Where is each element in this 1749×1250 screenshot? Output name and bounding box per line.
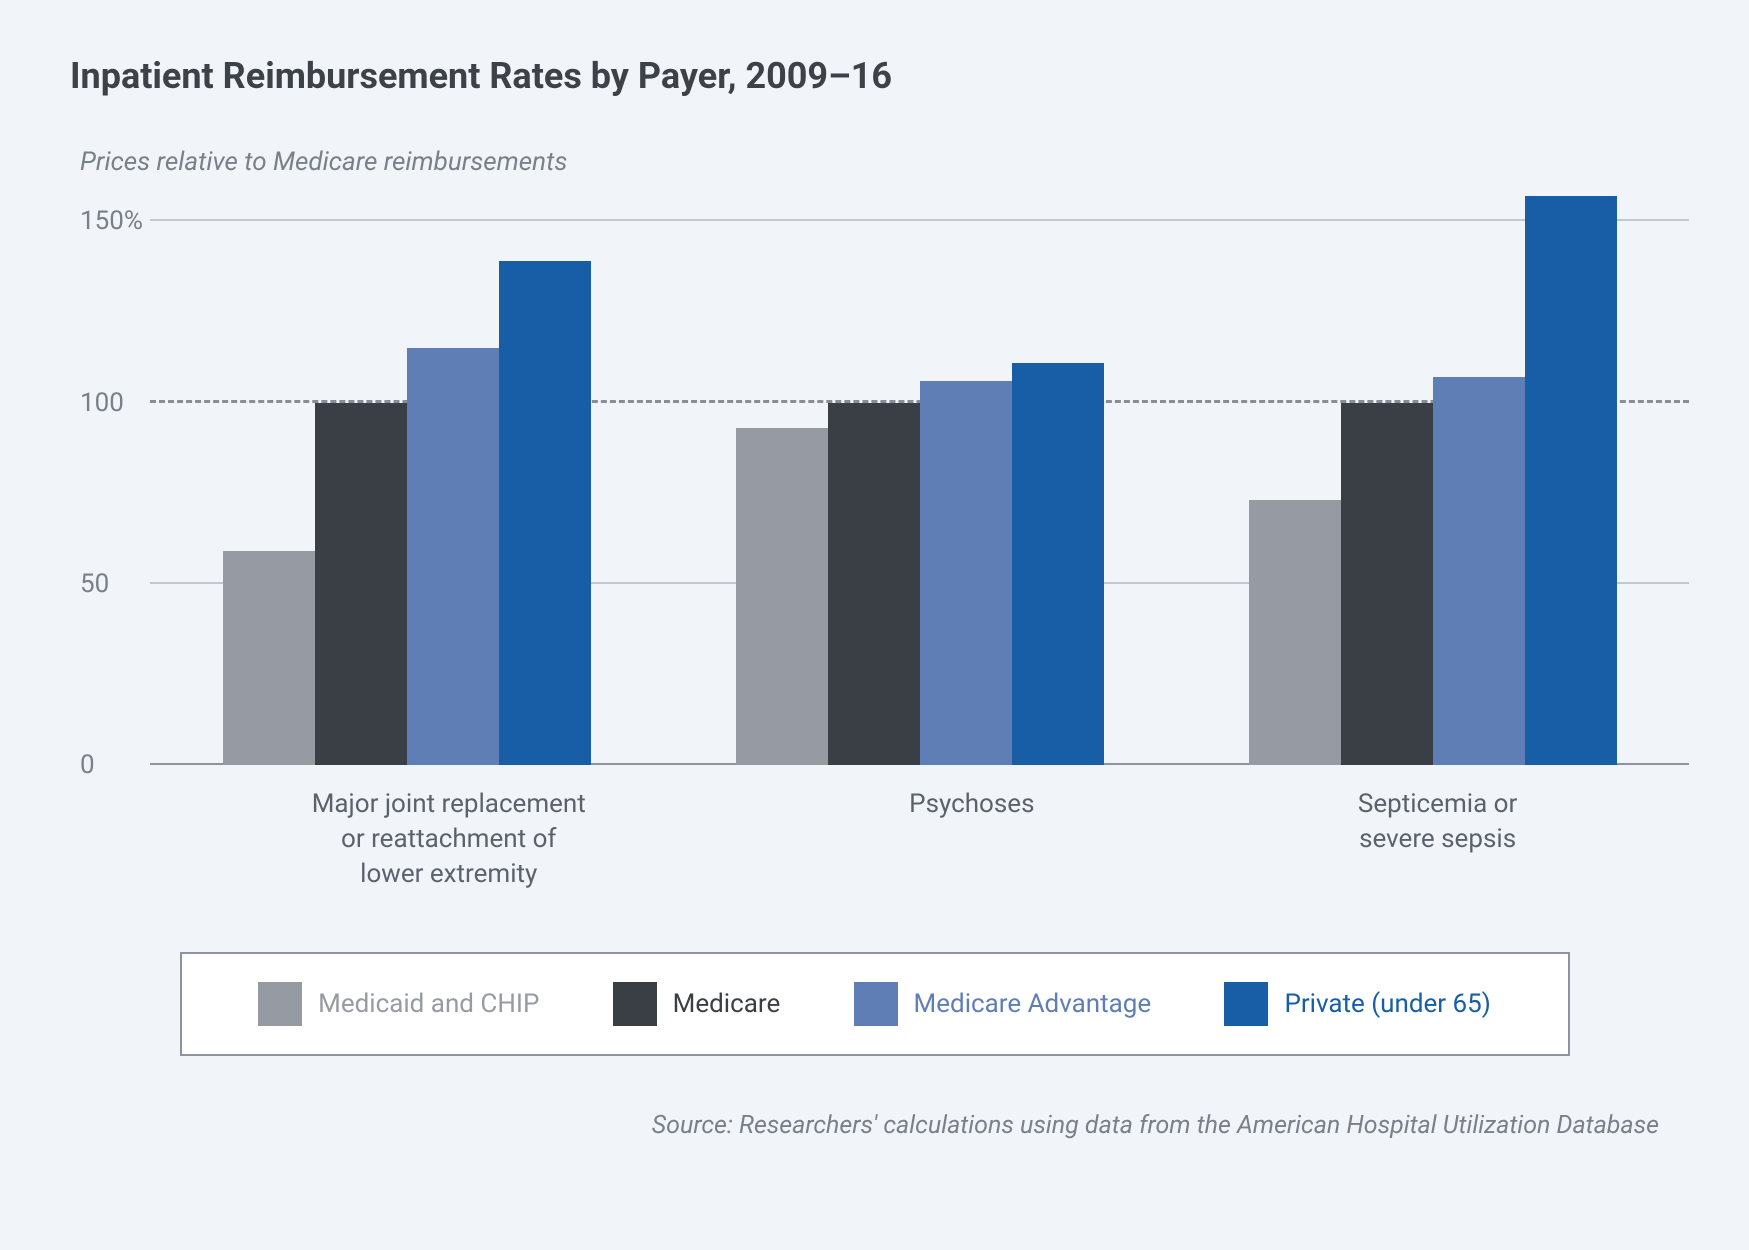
bar-medicare [1341,403,1433,766]
y-tick-label: 100 [80,388,140,418]
bar-group [736,363,1104,765]
bar-group [1249,196,1617,765]
y-tick-label: 0 [80,750,140,780]
bar-private [499,261,591,765]
bar-medicaid [736,428,828,765]
legend-item-medicaid: Medicaid and CHIP [258,982,539,1026]
legend-item-advantage: Medicare Advantage [854,982,1152,1026]
source-note: Source: Researchers' calculations using … [70,1111,1679,1140]
bar-advantage [407,348,499,765]
legend-label: Medicaid and CHIP [318,989,539,1019]
y-tick-label: 150% [80,206,140,236]
legend-swatch [854,982,898,1026]
legend-item-private: Private (under 65) [1224,982,1490,1026]
legend-swatch [1224,982,1268,1026]
legend-label: Medicare Advantage [914,989,1152,1019]
bar-medicaid [223,551,315,765]
x-axis-label: Psychoses [909,787,1034,892]
y-tick-label: 50 [80,569,140,599]
x-axis-label: Major joint replacementor reattachment o… [312,787,586,892]
bar-medicare [315,403,407,766]
bar-medicare [828,403,920,766]
bar-private [1012,363,1104,765]
bar-advantage [920,381,1012,765]
chart-subtitle: Prices relative to Medicare reimbursemen… [80,147,1679,177]
bar-private [1525,196,1617,765]
legend-item-medicare: Medicare [613,982,781,1026]
bar-group [223,261,591,765]
legend: Medicaid and CHIP Medicare Medicare Advant… [180,952,1570,1056]
x-axis-label: Septicemia orsevere sepsis [1358,787,1517,892]
x-axis-labels: Major joint replacementor reattachment o… [150,787,1679,892]
chart-container: Inpatient Reimbursement Rates by Payer, … [0,0,1749,1250]
plot-area: 050100150% [80,185,1689,765]
bar-medicaid [1249,500,1341,765]
bar-groups [150,185,1689,765]
legend-swatch [258,982,302,1026]
bar-advantage [1433,377,1525,765]
legend-swatch [613,982,657,1026]
chart-title: Inpatient Reimbursement Rates by Payer, … [70,55,1679,97]
legend-label: Medicare [673,989,781,1019]
legend-label: Private (under 65) [1284,989,1490,1019]
